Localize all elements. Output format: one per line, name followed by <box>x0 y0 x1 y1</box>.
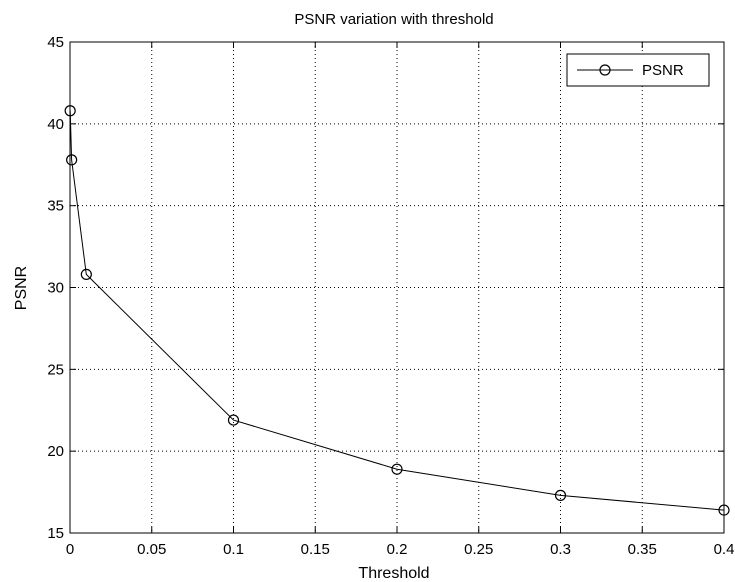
data-point-marker <box>391 463 403 475</box>
data-series <box>64 105 730 516</box>
y-tick-label: 40 <box>47 116 64 133</box>
x-tick-label: 0.05 <box>137 541 166 558</box>
plot-area-frame <box>69 41 725 534</box>
x-tick-label: 0 <box>66 541 74 558</box>
grid <box>70 42 724 533</box>
x-tick-label: 0.1 <box>223 541 244 558</box>
data-point-marker <box>718 504 730 516</box>
chart-title: PSNR variation with threshold <box>294 11 493 28</box>
x-axis-label: Threshold <box>358 565 429 582</box>
y-tick-label: 45 <box>47 34 64 51</box>
axis-ticks: 0 0.05 0.1 0.15 0.2 0.25 0.3 0.35 0.4 15 20 25 30 35 4… <box>47 34 734 558</box>
y-tick-label: 35 <box>47 198 64 215</box>
y-axis-label: PSNR <box>13 266 30 310</box>
y-tick-label: 20 <box>47 443 64 460</box>
y-tick-label: 25 <box>47 361 64 378</box>
data-point-marker <box>227 414 240 426</box>
legend: PSNR <box>566 53 710 87</box>
x-tick-label: 0.4 <box>714 541 735 558</box>
data-point-marker <box>554 489 567 501</box>
x-tick-label: 0.15 <box>301 541 330 558</box>
y-tick-label: 30 <box>47 280 64 297</box>
x-tick-label: 0.3 <box>550 541 571 558</box>
legend-marker-psnr <box>599 64 611 76</box>
series-line-psnr <box>69 110 725 511</box>
data-point-marker <box>66 154 78 166</box>
x-tick-label: 0.25 <box>464 541 493 558</box>
legend-label-psnr: PSNR <box>642 62 684 79</box>
y-tick-label: 15 <box>47 525 64 542</box>
x-tick-label: 0.2 <box>387 541 408 558</box>
x-tick-label: 0.35 <box>628 541 657 558</box>
data-point-marker <box>64 105 76 117</box>
data-point-marker <box>80 268 92 281</box>
